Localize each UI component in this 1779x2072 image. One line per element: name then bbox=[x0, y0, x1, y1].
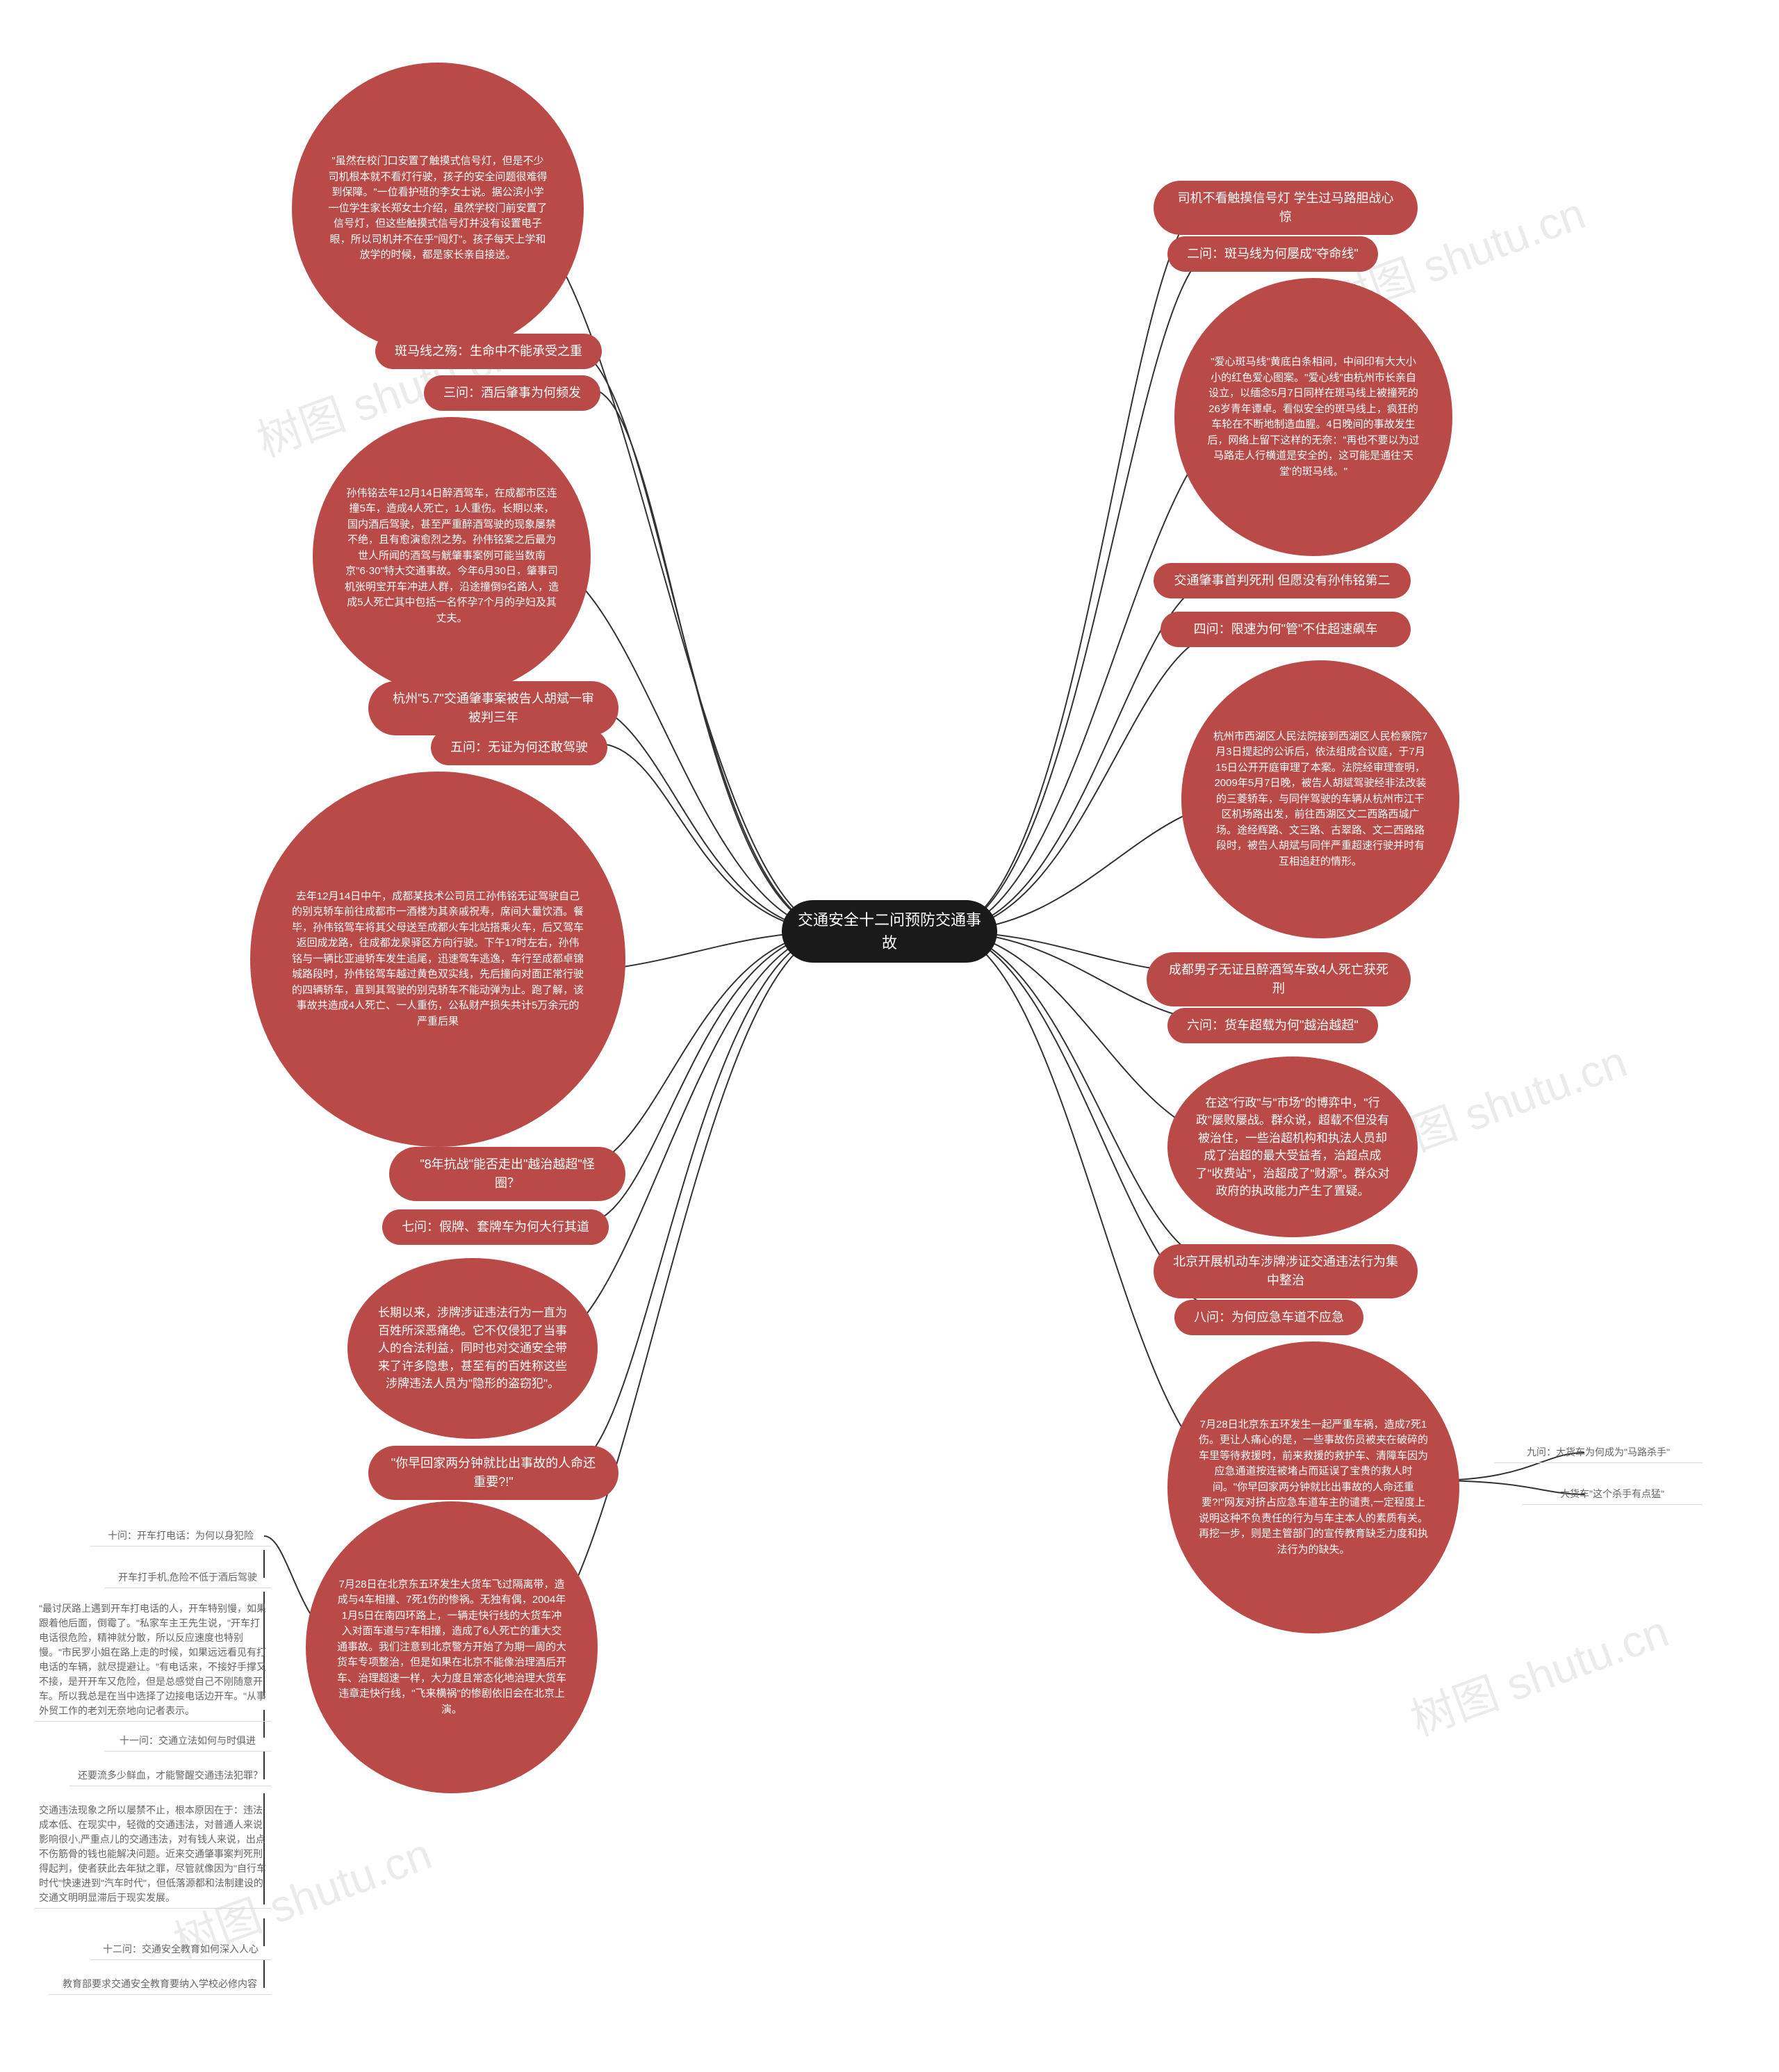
node-text: "你早回家两分钟就比出事故的人命还重要?!" bbox=[388, 1454, 599, 1492]
node-text: "8年抗战"能否走出"越治越超"怪圈？ bbox=[409, 1155, 606, 1193]
side-s7[interactable]: 十二问：交通安全教育如何深入人心 bbox=[90, 1939, 271, 1960]
node-text: "最讨厌路上遇到开车打电话的人，开车特别慢，如果跟着他后面，倒霉了。"私家车主王… bbox=[39, 1601, 267, 1718]
side-s6[interactable]: 交通违法现象之所以屡禁不止，根本原因在于：违法成本低、在现实中，轻微的交通违法，… bbox=[35, 1800, 271, 1909]
node-text: 六问：货车超载为何"越治越超" bbox=[1187, 1016, 1359, 1035]
node-l11[interactable]: "你早回家两分钟就比出事故的人命还重要?!" bbox=[368, 1446, 618, 1500]
node-text: "爱心斑马线"黄底白条相间，中间印有大大小小的红色爱心图案。"爱心线"由杭州市长… bbox=[1206, 354, 1421, 480]
node-r7[interactable]: 成都男子无证且醉酒驾车致4人死亡获死刑 bbox=[1147, 952, 1411, 1006]
node-text: 7月28日在北京东五环发生大货车飞过隔离带，造成与4车相撞、7死1伤的惨祸。无独… bbox=[337, 1577, 566, 1718]
node-text: 长期以来，涉牌涉证违法行为一直为百姓所深恶痛绝。它不仅侵犯了当事人的合法利益，同… bbox=[375, 1304, 570, 1393]
node-text: 去年12月14日中午，成都某技术公司员工孙伟铭无证驾驶自己的别克轿车前往成都市一… bbox=[292, 889, 584, 1030]
node-text: 交通违法现象之所以屡禁不止，根本原因在于：违法成本低、在现实中，轻微的交通违法，… bbox=[39, 1803, 267, 1905]
node-l5[interactable]: 杭州"5.7"交通肇事案被告人胡斌一审被判三年 bbox=[368, 681, 618, 735]
node-text: 在这"行政"与"市场"的博弈中，"行政"屡败屡战。群众说，超载不但没有被治住，一… bbox=[1195, 1094, 1390, 1200]
side-s4[interactable]: 十一问：交通立法如何与时俱进 bbox=[104, 1731, 271, 1752]
side-s8[interactable]: 教育部要求交通安全教育要纳入学校必修内容 bbox=[49, 1974, 271, 1995]
node-r11[interactable]: 八问：为何应急车道不应急 bbox=[1174, 1300, 1363, 1335]
node-r1[interactable]: 司机不看触摸信号灯 学生过马路胆战心惊 bbox=[1154, 181, 1418, 235]
node-text: 成都男子无证且醉酒驾车致4人死亡获死刑 bbox=[1166, 961, 1391, 998]
node-text: 孙伟铭去年12月14日醉酒驾车，在成都市区连撞5车，造成4人死亡，1人重伤。长期… bbox=[344, 486, 559, 627]
node-text: 八问：为何应急车道不应急 bbox=[1194, 1308, 1344, 1327]
node-l8[interactable]: "8年抗战"能否走出"越治越超"怪圈？ bbox=[389, 1147, 625, 1201]
node-text: 杭州"5.7"交通肇事案被告人胡斌一审被判三年 bbox=[388, 690, 599, 727]
center-node[interactable]: 交通安全十二问预防交通事故 bbox=[782, 900, 997, 963]
node-l6[interactable]: 五问：无证为何还敢驾驶 bbox=[431, 730, 607, 765]
node-r2[interactable]: 二问：斑马线为何屡成"夺命线" bbox=[1167, 236, 1378, 272]
node-text: 十一问：交通立法如何与时俱进 bbox=[120, 1734, 256, 1748]
node-r12[interactable]: 7月28日北京东五环发生一起严重车祸，造成7死1伤。更让人痛心的是，一些事故伤员… bbox=[1167, 1341, 1459, 1633]
node-text: 北京开展机动车涉牌涉证交通违法行为集中整治 bbox=[1173, 1253, 1398, 1290]
side-s1[interactable]: 十问：开车打电话：为何以身犯险 bbox=[90, 1526, 271, 1547]
node-text: 七问：假牌、套牌车为何大行其道 bbox=[402, 1218, 589, 1237]
node-r8[interactable]: 六问：货车超载为何"越治越超" bbox=[1167, 1008, 1378, 1043]
node-text: 十二问：交通安全教育如何深入人心 bbox=[103, 1942, 259, 1957]
node-text: 开车打手机,危险不低于酒后驾驶 bbox=[118, 1570, 257, 1585]
node-text: 四问：限速为何"管"不住超速飙车 bbox=[1194, 620, 1378, 639]
node-l3[interactable]: 三问：酒后肇事为何频发 bbox=[424, 375, 600, 411]
node-text: 二问：斑马线为何屡成"夺命线" bbox=[1187, 245, 1359, 263]
node-r5[interactable]: 四问：限速为何"管"不住超速飙车 bbox=[1161, 612, 1411, 647]
node-text: 司机不看触摸信号灯 学生过马路胆战心惊 bbox=[1173, 189, 1398, 227]
node-text: "虽然在校门口安置了触摸式信号灯，但是不少司机根本就不看灯行驶，孩子的安全问题很… bbox=[327, 154, 549, 263]
node-l12[interactable]: 7月28日在北京东五环发生大货车飞过隔离带，造成与4车相撞、7死1伤的惨祸。无独… bbox=[306, 1501, 598, 1793]
node-text: 交通肇事首判死刑 但愿没有孙伟铭第二 bbox=[1174, 571, 1391, 590]
side-s2[interactable]: 开车打手机,危险不低于酒后驾驶 bbox=[104, 1567, 271, 1588]
node-l2[interactable]: 斑马线之殇：生命中不能承受之重 bbox=[375, 334, 602, 369]
side-s3[interactable]: "最讨厌路上遇到开车打电话的人，开车特别慢，如果跟着他后面，倒霉了。"私家车主王… bbox=[35, 1599, 271, 1722]
node-text: 斑马线之殇：生命中不能承受之重 bbox=[395, 342, 582, 361]
watermark: 树图 shutu.cn bbox=[1401, 1596, 1676, 1748]
node-text: 大货车"这个杀手有点猛" bbox=[1560, 1487, 1664, 1501]
node-text: 杭州市西湖区人民法院接到西湖区人民检察院7月3日提起的公诉后，依法组成合议庭，于… bbox=[1213, 729, 1428, 870]
node-text: 教育部要求交通安全教育要纳入学校必修内容 bbox=[63, 1977, 257, 1991]
node-l10[interactable]: 长期以来，涉牌涉证违法行为一直为百姓所深恶痛绝。它不仅侵犯了当事人的合法利益，同… bbox=[347, 1258, 598, 1439]
node-l1[interactable]: "虽然在校门口安置了触摸式信号灯，但是不少司机根本就不看灯行驶，孩子的安全问题很… bbox=[292, 63, 584, 354]
node-l4[interactable]: 孙伟铭去年12月14日醉酒驾车，在成都市区连撞5车，造成4人死亡，1人重伤。长期… bbox=[313, 417, 591, 695]
center-label: 交通安全十二问预防交通事故 bbox=[794, 908, 985, 954]
side-s9a[interactable]: 九问：大货车为何成为"马路杀手" bbox=[1494, 1442, 1703, 1463]
node-text: 十问：开车打电话：为何以身犯险 bbox=[108, 1528, 254, 1543]
node-text: 7月28日北京东五环发生一起严重车祸，造成7死1伤。更让人痛心的是，一些事故伤员… bbox=[1199, 1417, 1428, 1558]
node-r9[interactable]: 在这"行政"与"市场"的博弈中，"行政"屡败屡战。群众说，超载不但没有被治住，一… bbox=[1167, 1057, 1418, 1237]
node-r4[interactable]: 交通肇事首判死刑 但愿没有孙伟铭第二 bbox=[1154, 563, 1411, 598]
node-text: 五问：无证为何还敢驾驶 bbox=[450, 738, 588, 757]
side-s5[interactable]: 还要流多少鲜血，才能警醒交通违法犯罪？ bbox=[69, 1765, 271, 1786]
node-text: 还要流多少鲜血，才能警醒交通违法犯罪？ bbox=[78, 1768, 263, 1783]
node-l9[interactable]: 七问：假牌、套牌车为何大行其道 bbox=[382, 1209, 609, 1245]
node-text: 九问：大货车为何成为"马路杀手" bbox=[1527, 1445, 1670, 1460]
node-r10[interactable]: 北京开展机动车涉牌涉证交通违法行为集中整治 bbox=[1154, 1244, 1418, 1298]
node-r6[interactable]: 杭州市西湖区人民法院接到西湖区人民检察院7月3日提起的公诉后，依法组成合议庭，于… bbox=[1181, 660, 1459, 938]
node-text: 三问：酒后肇事为何频发 bbox=[443, 384, 581, 402]
side-s9b[interactable]: 大货车"这个杀手有点猛" bbox=[1522, 1484, 1703, 1505]
node-l7[interactable]: 去年12月14日中午，成都某技术公司员工孙伟铭无证驾驶自己的别克轿车前往成都市一… bbox=[250, 772, 625, 1147]
node-r3[interactable]: "爱心斑马线"黄底白条相间，中间印有大大小小的红色爱心图案。"爱心线"由杭州市长… bbox=[1174, 278, 1452, 556]
